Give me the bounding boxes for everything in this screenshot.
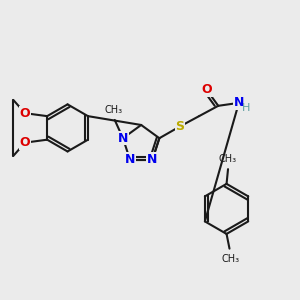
Text: N: N [118,132,128,145]
Text: S: S [176,120,184,133]
Text: O: O [20,107,30,120]
Text: N: N [234,96,244,110]
Text: O: O [20,136,30,149]
Text: N: N [147,153,158,166]
Text: O: O [201,83,212,96]
Text: CH₃: CH₃ [222,254,240,264]
Text: CH₃: CH₃ [104,105,122,115]
Text: H: H [242,103,250,113]
Text: CH₃: CH₃ [219,154,237,164]
Text: N: N [125,153,135,166]
